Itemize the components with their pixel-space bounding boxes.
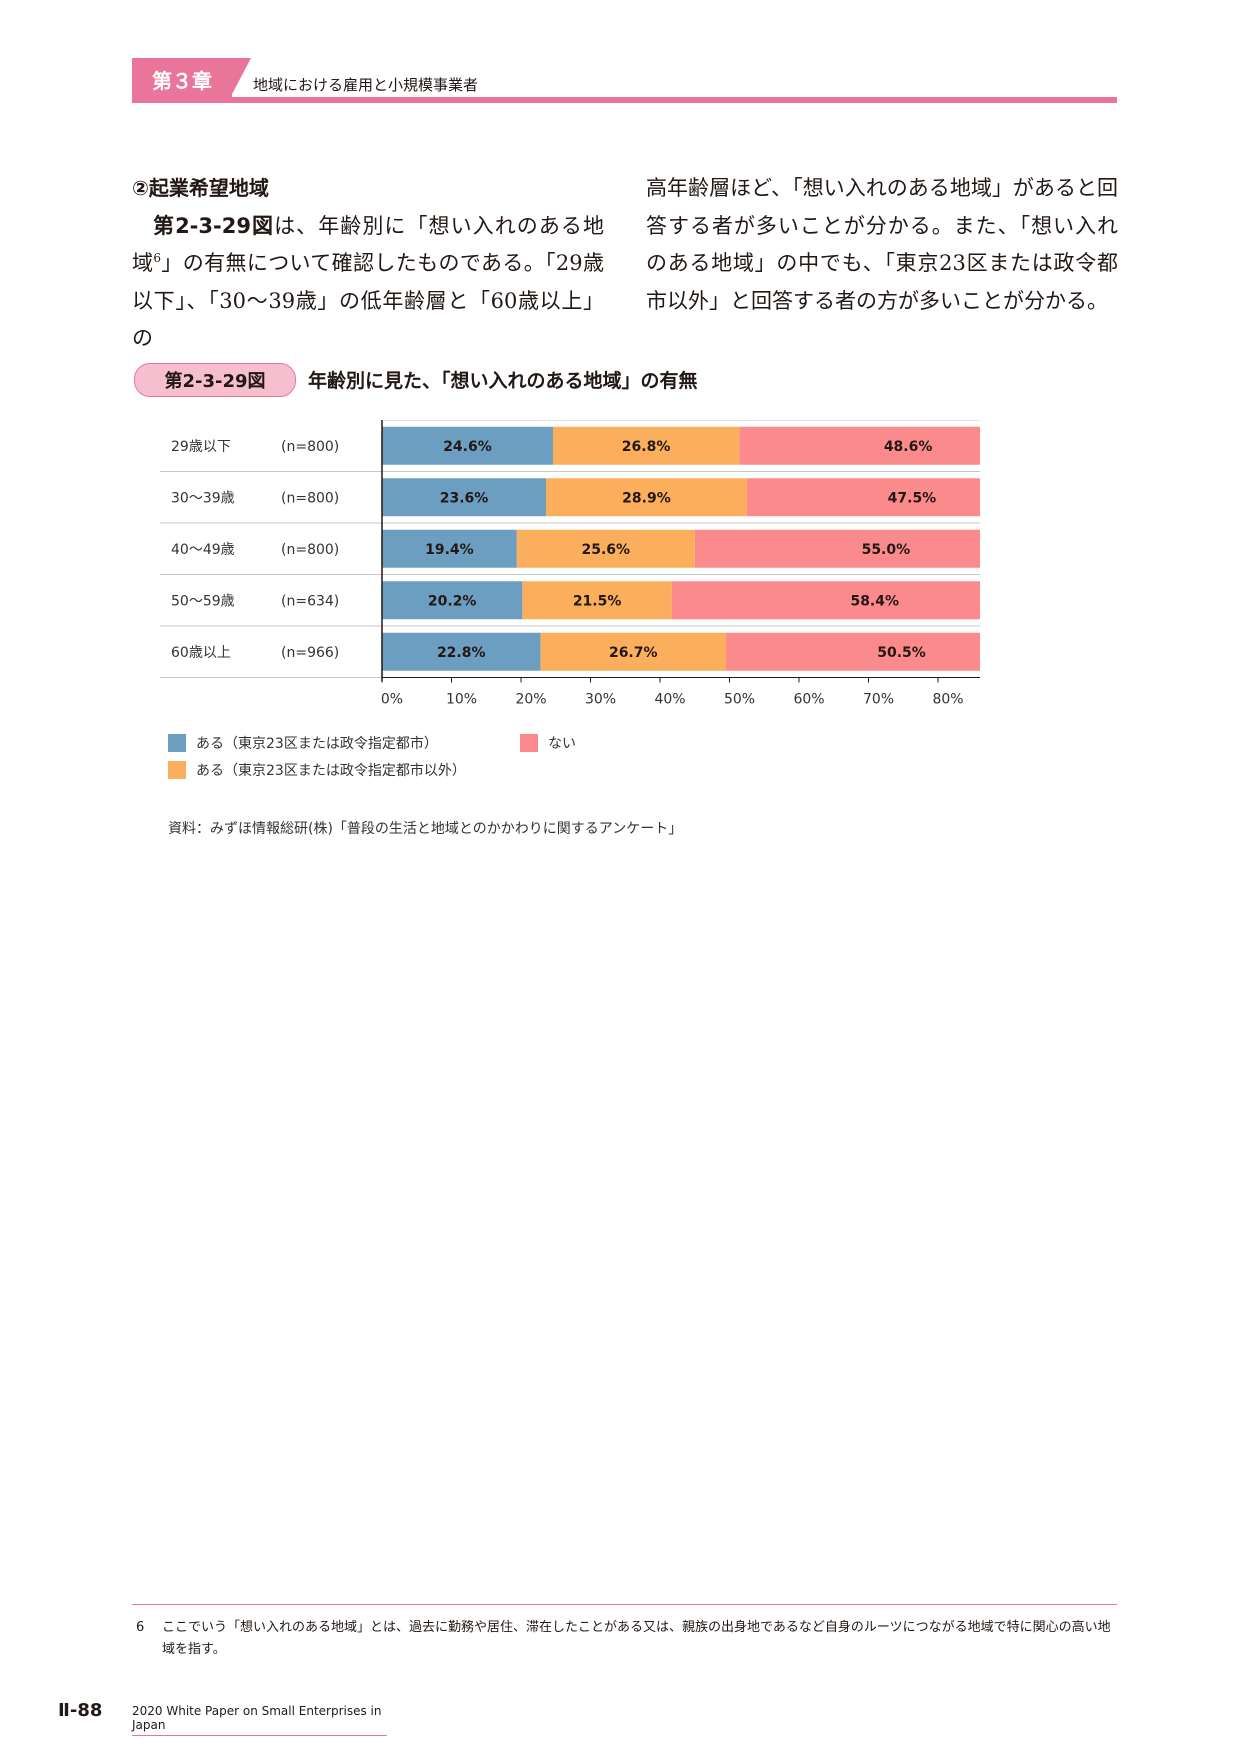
chapter-subtitle: 地域における雇用と小規模事業者 — [253, 76, 479, 94]
section-heading: ②起業希望地域 — [132, 176, 269, 200]
page-number: Ⅱ-88 — [58, 1700, 103, 1721]
data-label: 47.5% — [888, 490, 937, 506]
footnote: 6 ここでいう「想い入れのある地域」とは、過去に勤務や居住、滞在したことがある又… — [132, 1617, 1117, 1661]
data-label: 24.6% — [443, 439, 492, 455]
legend-item-none: ない — [520, 733, 576, 753]
x-tick-label: 70% — [863, 692, 894, 708]
legend-label-tokyo-designated: ある（東京23区または政令指定都市） — [196, 736, 438, 752]
header-rule — [132, 97, 1117, 103]
legend-item-tokyo-designated: ある（東京23区または政令指定都市） — [168, 733, 438, 753]
x-tick-label: 50% — [724, 692, 755, 708]
category-label: 40〜49歳 — [171, 542, 235, 558]
category-label: 30〜39歳 — [171, 490, 235, 506]
data-label: 50.5% — [877, 645, 926, 661]
data-label: 26.8% — [622, 439, 671, 455]
sample-size-label: (n=966) — [281, 645, 339, 661]
text-column-right: 高年齢層ほど、「想い入れのある地域」があると回答する者が多いことが分かる。また、… — [646, 170, 1118, 320]
bar-segment — [739, 426, 980, 465]
bar-segment — [516, 529, 695, 568]
chapter-tab: 第３章 — [132, 58, 232, 100]
bar-segment — [522, 581, 672, 620]
data-label: 55.0% — [862, 542, 911, 558]
chart-source: 資料：みずほ情報総研(株)「普段の生活と地域とのかかわりに関するアンケート」 — [168, 821, 683, 837]
data-label: 20.2% — [428, 593, 477, 609]
data-label: 25.6% — [582, 542, 631, 558]
body-paragraph-left: 第2-3-29図は、年齢別に「想い入れのある地域6」の有無について確認したもので… — [132, 208, 604, 358]
data-label: 21.5% — [573, 593, 622, 609]
footnote-marker[interactable]: 6 — [153, 251, 162, 265]
data-label: 19.4% — [425, 542, 474, 558]
paragraph-text-1: は、年齢別に「想い入れのある地域 — [132, 213, 604, 276]
legend-swatch-none — [520, 734, 538, 752]
footnote-rule — [132, 1604, 1117, 1605]
bar-segment — [552, 426, 740, 465]
figure-title: 年齢別に見た、「想い入れのある地域」の有無 — [308, 370, 698, 392]
publication-title: 2020 White Paper on Small Enterprises in… — [132, 1704, 387, 1736]
x-tick-label: 40% — [654, 692, 685, 708]
bar-segment — [726, 632, 980, 671]
sample-size-label: (n=800) — [281, 542, 339, 558]
legend-item-non-designated: ある（東京23区または政令指定都市以外） — [168, 760, 466, 780]
category-label: 50〜59歳 — [171, 593, 235, 609]
paragraph-text-2a: 」の有無について確認したものである。「29歳以下」、「30〜39歳」の低年齢層と… — [132, 251, 605, 350]
figure-reference: 第2-3-29図 — [153, 213, 275, 238]
category-label: 60歳以上 — [171, 645, 231, 661]
bar-segment — [746, 478, 980, 517]
footnote-number: 6 — [136, 1620, 145, 1635]
figure-number-badge: 第2-3-29図 — [134, 363, 296, 397]
legend-label-none: ない — [548, 736, 576, 752]
data-label: 58.4% — [850, 593, 899, 609]
category-label: 29歳以下 — [171, 439, 231, 455]
x-tick-label: 20% — [515, 692, 546, 708]
bar-segment — [694, 529, 980, 568]
sample-size-label: (n=634) — [281, 593, 339, 609]
text-column-left: ②起業希望地域 第2-3-29図は、年齢別に「想い入れのある地域6」の有無につい… — [132, 170, 604, 358]
data-label: 28.9% — [622, 490, 671, 506]
sample-size-label: (n=800) — [281, 490, 339, 506]
body-paragraph-right: 高年齢層ほど、「想い入れのある地域」があると回答する者が多いことが分かる。また、… — [646, 170, 1118, 320]
x-tick-label: 30% — [585, 692, 616, 708]
bar-segment — [382, 426, 553, 465]
bar-segment — [671, 581, 980, 620]
legend-swatch-tokyo-designated — [168, 734, 186, 752]
data-label: 22.8% — [437, 645, 486, 661]
stacked-bar-chart: 29歳以下 (n=800) 24.6% 26.8% 48.6% 30〜39歳 (n=800)… — [160, 420, 980, 708]
data-label: 23.6% — [440, 490, 489, 506]
bar-segment — [382, 478, 547, 517]
chapter-label: 第３章 — [152, 68, 212, 93]
sample-size-label: (n=800) — [281, 439, 339, 455]
footnote-text: ここでいう「想い入れのある地域」とは、過去に勤務や居住、滞在したことがある又は、… — [162, 1620, 1111, 1657]
paragraph-text-2b: 高年齢層ほど、「想い入れのある地域」があると回答する者が多いことが分かる。また、… — [646, 176, 1118, 313]
bar-segment — [546, 478, 747, 517]
chapter-tab-tail — [229, 58, 251, 100]
x-tick-label: 0% — [381, 692, 403, 708]
legend-swatch-non-designated — [168, 761, 186, 779]
bar-segment — [382, 529, 517, 568]
bar-segment — [540, 632, 727, 671]
x-tick-label: 10% — [446, 692, 477, 708]
bar-segment — [382, 581, 523, 620]
bar-segment — [382, 632, 541, 671]
x-tick-label: 60% — [793, 692, 824, 708]
data-label: 26.7% — [609, 645, 658, 661]
x-tick-label: 80% — [932, 692, 963, 708]
data-label: 48.6% — [884, 439, 933, 455]
legend-label-non-designated: ある（東京23区または政令指定都市以外） — [196, 763, 466, 779]
